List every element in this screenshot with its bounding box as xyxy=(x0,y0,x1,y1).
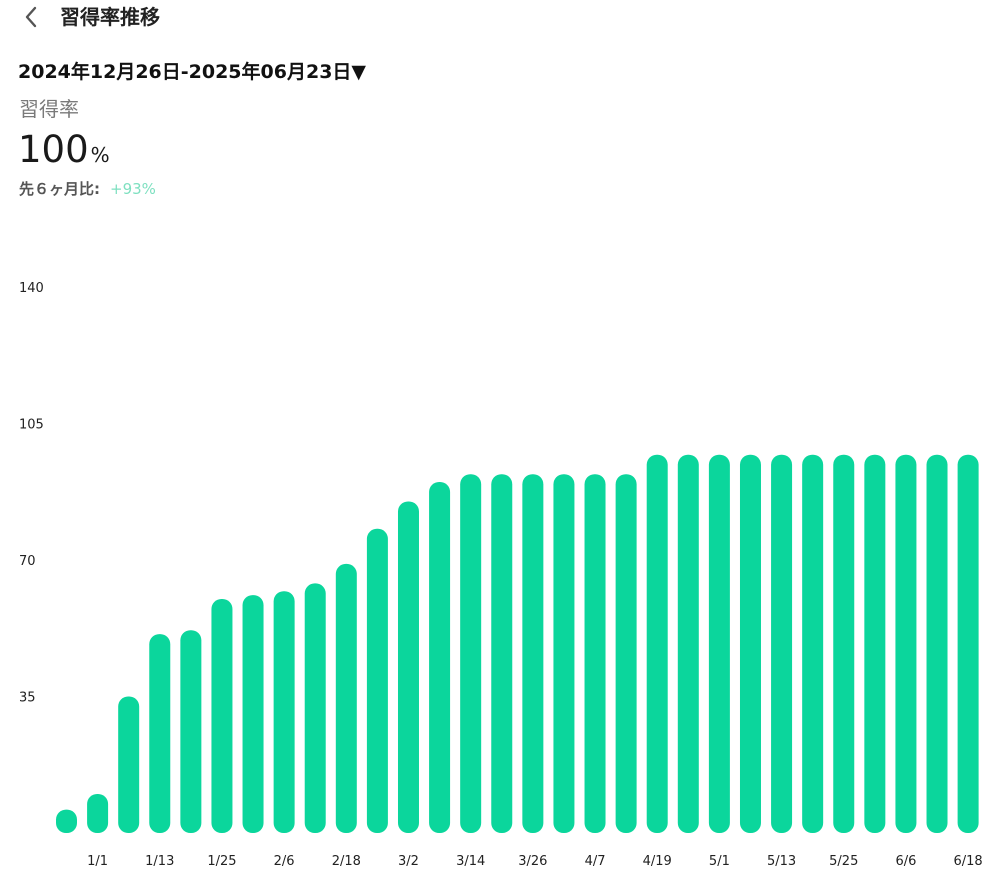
bar xyxy=(739,454,761,833)
bar xyxy=(771,454,793,833)
bar xyxy=(429,482,451,833)
bar xyxy=(273,591,295,833)
x-tick-label: 6/6 xyxy=(895,854,916,869)
x-tick-label: 3/26 xyxy=(518,854,547,869)
bar xyxy=(335,563,357,833)
y-tick-label: 140 xyxy=(19,281,44,296)
x-tick-label: 5/25 xyxy=(829,854,858,869)
bar xyxy=(957,454,979,833)
metric-value: 100% xyxy=(18,128,110,172)
comparison-line: 先６ヶ月比: +93% xyxy=(19,178,156,200)
bars-group xyxy=(56,454,979,833)
bar xyxy=(864,454,886,833)
bar xyxy=(366,528,388,833)
bar xyxy=(118,696,140,833)
bar xyxy=(149,634,171,833)
x-tick-label: 2/6 xyxy=(274,854,295,869)
bar xyxy=(180,630,202,833)
x-tick-label: 1/13 xyxy=(145,854,174,869)
bar xyxy=(926,454,948,833)
y-axis: 35 70 105 140 xyxy=(19,281,44,706)
bar xyxy=(833,454,855,833)
bar xyxy=(553,474,575,833)
bar xyxy=(522,474,544,833)
page-title: 習得率推移 xyxy=(60,5,160,29)
y-tick-label: 70 xyxy=(19,554,36,569)
chevron-left-icon[interactable] xyxy=(20,4,44,30)
header-bar: 習得率推移 xyxy=(0,0,1000,38)
bar xyxy=(56,809,77,833)
x-tick-label: 3/14 xyxy=(456,854,485,869)
date-range-selector[interactable]: 2024年12月26日-2025年06月23日▼ xyxy=(18,61,367,83)
bar xyxy=(304,583,326,833)
x-tick-label: 5/13 xyxy=(767,854,796,869)
metric-label: 習得率 xyxy=(19,97,79,121)
bar xyxy=(460,474,482,833)
bar xyxy=(677,454,699,833)
x-tick-label: 1/1 xyxy=(87,854,108,869)
x-tick-label: 6/18 xyxy=(954,854,983,869)
bar xyxy=(242,595,264,833)
y-tick-label: 105 xyxy=(19,418,44,433)
bar xyxy=(615,474,637,833)
bar xyxy=(584,474,606,833)
bar xyxy=(397,501,419,833)
x-tick-label: 2/18 xyxy=(332,854,361,869)
bar xyxy=(491,474,513,833)
bar xyxy=(895,454,917,833)
x-tick-label: 4/19 xyxy=(643,854,672,869)
comparison-value: +93% xyxy=(110,180,156,198)
bar xyxy=(211,599,233,833)
x-tick-label: 1/25 xyxy=(207,854,236,869)
x-tick-label: 5/1 xyxy=(709,854,730,869)
y-tick-label: 35 xyxy=(19,691,36,706)
x-tick-label: 4/7 xyxy=(585,854,606,869)
x-tick-label: 3/2 xyxy=(398,854,419,869)
bar xyxy=(802,454,824,833)
bar xyxy=(646,454,668,833)
metric-number: 100 xyxy=(18,128,89,171)
bar xyxy=(708,454,730,833)
bar xyxy=(87,794,109,833)
comparison-label: 先６ヶ月比: xyxy=(19,180,100,198)
metric-unit: % xyxy=(90,143,110,167)
x-axis: 1/1 1/13 1/25 2/6 2/18 3/2 3/14 3/26 4/7 4/19 5/1 5… xyxy=(87,854,983,869)
